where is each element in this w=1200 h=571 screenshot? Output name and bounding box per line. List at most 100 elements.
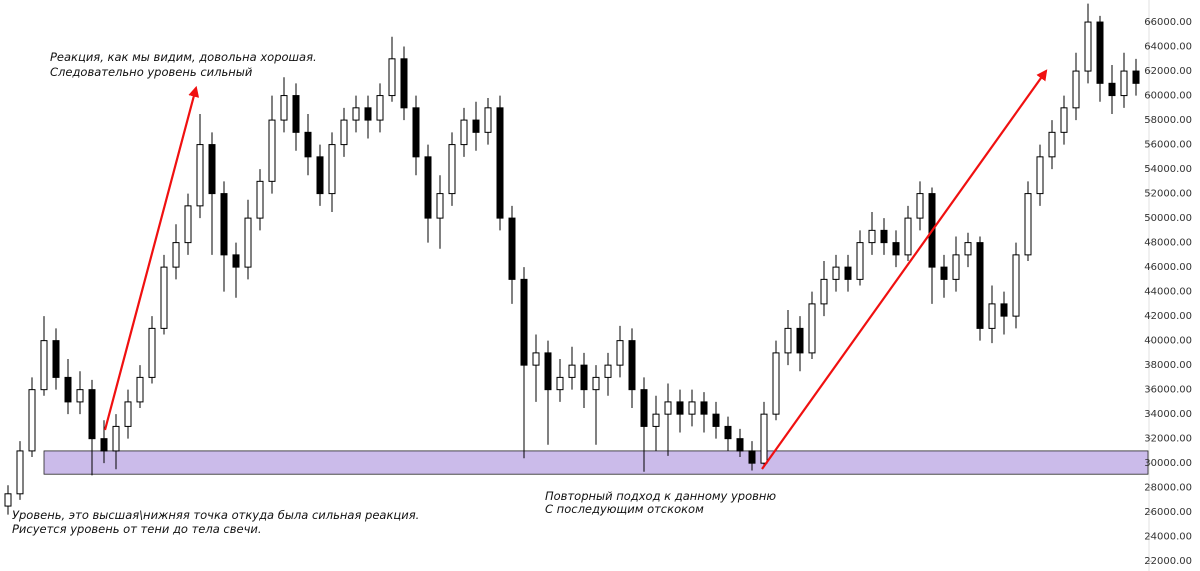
- candle-body: [460, 119, 468, 146]
- candle-body: [820, 278, 828, 305]
- candle-body: [952, 254, 960, 280]
- candle-body: [784, 327, 792, 354]
- y-tick-label: 56000.00: [1144, 140, 1192, 151]
- y-tick-label: 46000.00: [1144, 262, 1192, 273]
- y-tick-label: 48000.00: [1144, 238, 1192, 249]
- annotation: Следовательно уровень сильный: [50, 65, 253, 79]
- candle-body: [1108, 82, 1116, 97]
- candle-body: [628, 340, 636, 391]
- y-tick-label: 38000.00: [1144, 360, 1192, 371]
- candle-body: [664, 401, 672, 415]
- candle-body: [268, 119, 276, 182]
- candle-body: [352, 107, 360, 121]
- y-tick-label: 60000.00: [1144, 91, 1192, 102]
- candle-body: [904, 217, 912, 256]
- y-tick-label: 22000.00: [1144, 556, 1192, 567]
- y-tick-label: 26000.00: [1144, 507, 1192, 518]
- candle-body: [868, 229, 876, 244]
- y-tick-label: 24000.00: [1144, 532, 1192, 543]
- annotation: С последующим отскоком: [545, 502, 704, 516]
- y-tick-label: 52000.00: [1144, 189, 1192, 200]
- candle-body: [40, 340, 48, 391]
- candle-body: [424, 156, 432, 219]
- candle-body: [712, 413, 720, 427]
- candle-body: [136, 376, 144, 403]
- candle-body: [604, 364, 612, 378]
- candle-body: [88, 389, 96, 440]
- candle-body: [1048, 131, 1056, 158]
- candle-body: [532, 352, 540, 366]
- candle-body: [1132, 70, 1140, 84]
- candle-body: [916, 193, 924, 219]
- candle-body: [832, 266, 840, 280]
- candle-body: [256, 180, 264, 219]
- candle-body: [940, 266, 948, 280]
- y-tick-label: 28000.00: [1144, 483, 1192, 494]
- candle-body: [472, 119, 480, 133]
- candle-body: [640, 389, 648, 427]
- candle-body: [316, 156, 324, 195]
- candle-body: [1096, 21, 1104, 84]
- candle-body: [808, 303, 816, 354]
- candle-body: [1120, 70, 1128, 97]
- candle-body: [1072, 70, 1080, 109]
- candle-body: [700, 401, 708, 415]
- candle-body: [676, 401, 684, 415]
- candle-body: [328, 144, 336, 195]
- candle-body: [172, 242, 180, 268]
- price-axis: 22000.00 24000.00 26000.00 28000.00 30000.00…: [1144, 17, 1192, 567]
- candles: [4, 3, 1140, 515]
- candle-body: [184, 205, 192, 244]
- candle-body: [1060, 107, 1068, 133]
- candle-body: [580, 364, 588, 391]
- candle-body: [880, 229, 888, 244]
- candle-body: [796, 327, 804, 354]
- y-tick-label: 32000.00: [1144, 434, 1192, 445]
- candle-body: [772, 352, 780, 415]
- candle-body: [1012, 254, 1020, 317]
- candle-body: [232, 254, 240, 268]
- arrow: [761, 69, 1048, 470]
- candle-body: [220, 193, 228, 256]
- candle-body: [556, 376, 564, 391]
- candle-body: [448, 144, 456, 195]
- candle-body: [688, 401, 696, 415]
- annotation: Реакция, как мы видим, довольна хорошая.: [50, 50, 317, 64]
- candle-body: [4, 493, 12, 507]
- candle-body: [736, 438, 744, 452]
- candle-body: [100, 438, 108, 452]
- candle-body: [436, 193, 444, 219]
- annotation: Повторный подход к данному уровню: [545, 489, 776, 503]
- y-tick-label: 54000.00: [1144, 164, 1192, 175]
- y-tick-label: 40000.00: [1144, 336, 1192, 347]
- y-tick-label: 30000.00: [1144, 458, 1192, 469]
- candle-body: [1024, 193, 1032, 256]
- candle-body: [976, 242, 984, 329]
- zone-layer: [43, 450, 1149, 475]
- candle-body: [160, 266, 168, 329]
- candle-body: [652, 413, 660, 427]
- candle-body: [412, 107, 420, 158]
- candle-body: [1000, 303, 1008, 317]
- y-tick-label: 58000.00: [1144, 115, 1192, 126]
- candle-body: [616, 340, 624, 366]
- candle-body: [892, 242, 900, 256]
- y-tick-label: 42000.00: [1144, 311, 1192, 322]
- candle-body: [964, 242, 972, 256]
- candle-body: [304, 131, 312, 158]
- candle-body: [568, 364, 576, 378]
- candle-body: [208, 144, 216, 195]
- candle-body: [388, 58, 396, 97]
- y-tick-label: 66000.00: [1144, 17, 1192, 28]
- y-tick-label: 64000.00: [1144, 42, 1192, 53]
- candle-body: [124, 401, 132, 427]
- candle-body: [112, 425, 120, 452]
- candle-body: [760, 413, 768, 464]
- candle-body: [196, 144, 204, 207]
- candle-body: [376, 95, 384, 121]
- y-tick-label: 50000.00: [1144, 213, 1192, 224]
- candle-body: [148, 327, 156, 378]
- arrow: [103, 85, 200, 431]
- candle-body: [484, 107, 492, 133]
